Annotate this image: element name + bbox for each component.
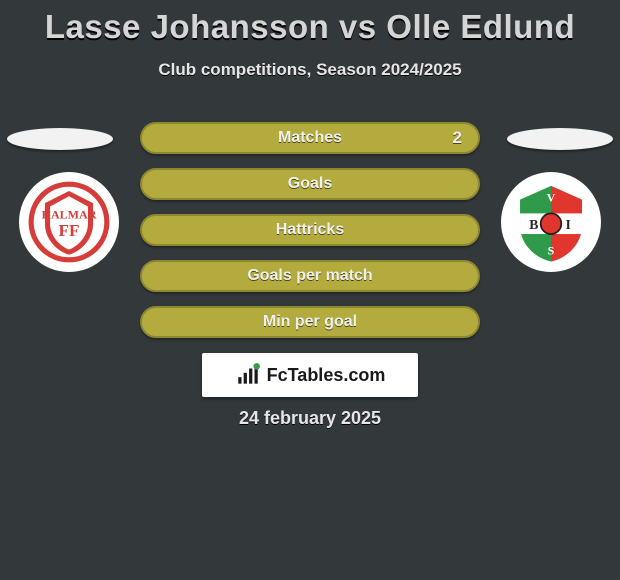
svg-text:I: I <box>566 217 571 232</box>
stat-row-goals: Goals <box>140 168 480 200</box>
stat-row-matches: Matches 2 <box>140 122 480 154</box>
svg-text:S: S <box>548 244 555 258</box>
page-title: Lasse Johansson vs Olle Edlund <box>0 0 620 46</box>
stat-label: Min per goal <box>263 313 357 331</box>
stat-label: Goals <box>288 175 332 193</box>
player-left-ellipse <box>7 128 113 150</box>
subtitle: Club competitions, Season 2024/2025 <box>0 60 620 80</box>
svg-text:KALMAR: KALMAR <box>42 208 97 222</box>
bar-chart-icon <box>235 362 261 388</box>
brand-box: FcTables.com <box>202 353 418 397</box>
varbergs-bois-crest: B I V S <box>501 172 601 272</box>
brand-label: FcTables.com <box>267 365 386 386</box>
stat-label: Hattricks <box>276 221 344 239</box>
date-label: 24 february 2025 <box>0 408 620 429</box>
svg-text:V: V <box>547 190 556 204</box>
player-right-ellipse <box>507 128 613 150</box>
shield-icon: B I V S <box>508 179 594 265</box>
shield-icon: KALMAR FF <box>26 179 112 265</box>
svg-text:FF: FF <box>58 221 79 240</box>
stat-row-mpg: Min per goal <box>140 306 480 338</box>
svg-text:B: B <box>529 217 538 232</box>
stat-label: Goals per match <box>247 267 372 285</box>
stat-value: 2 <box>453 128 462 148</box>
stat-label: Matches <box>278 129 342 147</box>
stat-rows: Matches 2 Goals Hattricks Goals per matc… <box>140 122 480 352</box>
stat-row-gpm: Goals per match <box>140 260 480 292</box>
kalmar-ff-crest: KALMAR FF <box>19 172 119 272</box>
stat-row-hattricks: Hattricks <box>140 214 480 246</box>
